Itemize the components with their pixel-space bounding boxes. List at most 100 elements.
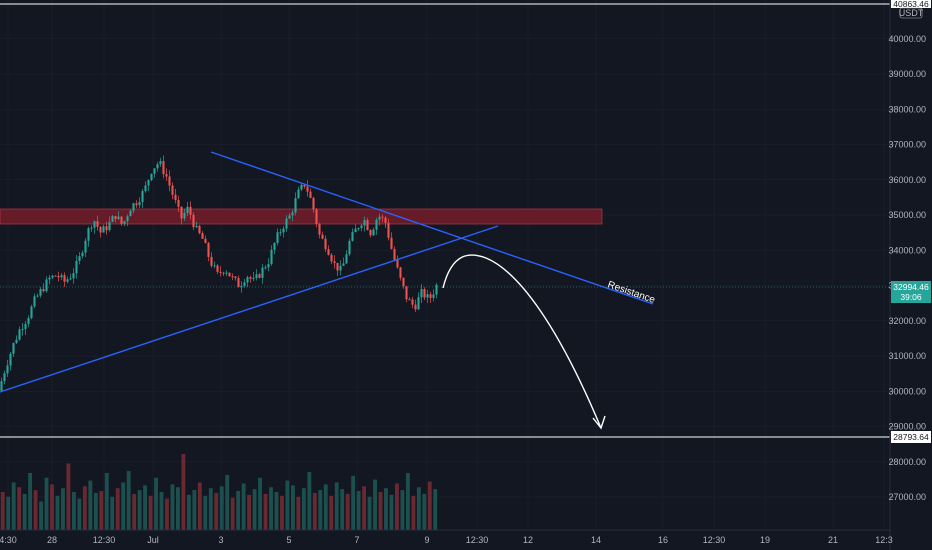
- volume-bar: [55, 495, 60, 530]
- candle-body: [162, 161, 165, 175]
- price-tick-label: 32000.00: [888, 316, 926, 326]
- candle-body: [294, 198, 297, 213]
- candle-body: [111, 216, 114, 222]
- candle-body: [381, 216, 384, 218]
- candle-body: [408, 299, 411, 301]
- time-tick-label: 12:30: [466, 535, 489, 545]
- candle-body: [201, 233, 204, 239]
- currency-badge[interactable]: USDT: [899, 7, 924, 19]
- upper-trendline[interactable]: [210, 151, 654, 305]
- candle-body: [129, 210, 132, 217]
- price-tick-label: 28000.00: [888, 457, 926, 467]
- candle-body: [87, 228, 90, 241]
- volume-bar: [22, 493, 27, 530]
- svg-text:USDT: USDT: [899, 8, 924, 18]
- candle-body: [225, 272, 228, 274]
- candle-body: [429, 294, 432, 298]
- candle-body: [156, 164, 159, 169]
- volume-bar: [236, 491, 241, 530]
- volume-bar: [137, 490, 142, 530]
- volume-bar: [405, 473, 410, 530]
- candle-body: [249, 277, 252, 279]
- time-tick-label: 16: [658, 535, 668, 545]
- candle-body: [306, 186, 309, 192]
- price-tick-label: 40000.00: [888, 34, 926, 44]
- volume-bar: [395, 483, 399, 530]
- lower-trendline[interactable]: [0, 225, 499, 393]
- candlesticks: [0, 155, 438, 392]
- candle-body: [240, 285, 243, 288]
- volume-bar: [307, 472, 312, 530]
- candle-body: [315, 209, 318, 224]
- volume-bar: [389, 494, 394, 530]
- candle-body: [183, 212, 186, 219]
- candle-body: [327, 249, 330, 255]
- svg-text:39:06: 39:06: [900, 292, 922, 302]
- volume-bar: [50, 484, 54, 530]
- candle-body: [102, 226, 105, 233]
- time-axis[interactable]: 4:30 28 12:30 Jul 3 5 7 9 12:30 12 14 16 12:30 19 21 12…: [0, 529, 893, 545]
- price-tick-label: 29000.00: [888, 422, 926, 432]
- candle-body: [291, 212, 294, 216]
- candle-body: [435, 284, 438, 295]
- price-tick-label: 37000.00: [888, 140, 926, 150]
- volume-bar: [252, 489, 257, 530]
- candle-body: [255, 274, 258, 278]
- volume-bar: [197, 482, 202, 530]
- candle-body: [54, 275, 57, 277]
- candle-body: [27, 318, 30, 324]
- volume-bar: [274, 492, 279, 530]
- candle-body: [417, 297, 420, 310]
- time-tick-label: 4:30: [0, 535, 17, 545]
- candle-body: [18, 329, 21, 340]
- candle-body: [333, 261, 336, 263]
- volume-bar: [181, 454, 186, 530]
- candle-body: [168, 176, 171, 186]
- candle-body: [390, 237, 393, 249]
- volume-bar: [132, 493, 137, 530]
- volume-bar: [61, 488, 65, 530]
- candle-body: [81, 252, 84, 257]
- candle-body: [30, 306, 33, 319]
- volume-bar: [121, 482, 126, 530]
- time-tick-label: 12:30: [93, 535, 116, 545]
- candle-body: [222, 272, 225, 274]
- candle-body: [84, 240, 87, 253]
- candle-body: [300, 184, 303, 190]
- candle-body: [12, 343, 15, 354]
- candle-body: [150, 173, 153, 181]
- candle-body: [186, 206, 189, 213]
- candle-body: [402, 277, 405, 287]
- price-tick-label: 34000.00: [888, 245, 926, 255]
- volume-bar: [367, 496, 372, 530]
- volume-bar: [329, 495, 334, 530]
- candle-body: [69, 278, 72, 280]
- candle-body: [117, 216, 120, 220]
- time-tick-label: 12:30: [703, 535, 726, 545]
- candle-body: [414, 304, 417, 310]
- candle-body: [138, 202, 141, 206]
- candle-body: [231, 276, 234, 278]
- candle-body: [273, 242, 276, 250]
- volume-bar: [0, 492, 5, 530]
- candle-body: [51, 275, 54, 278]
- candle-body: [399, 267, 402, 278]
- volume-bar: [11, 482, 16, 530]
- volume-bar: [39, 501, 43, 530]
- candle-body: [39, 289, 42, 296]
- candle-body: [3, 373, 6, 382]
- projection-arrow: [442, 254, 602, 429]
- volume-bar: [219, 486, 224, 530]
- time-tick-label: Jul: [147, 535, 159, 545]
- candle-body: [180, 206, 183, 219]
- candle-body: [426, 294, 429, 298]
- candle-body: [321, 234, 324, 239]
- candle-body: [384, 217, 387, 223]
- candle-body: [354, 228, 357, 233]
- candle-body: [171, 185, 174, 195]
- candle-body: [48, 277, 51, 280]
- candle-body: [144, 185, 147, 192]
- candle-body: [372, 229, 375, 236]
- candle-body: [75, 260, 78, 274]
